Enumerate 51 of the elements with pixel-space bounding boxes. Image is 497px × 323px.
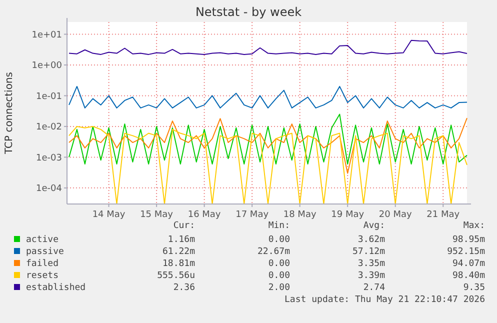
x-tick-label: 15 May [140,210,174,220]
y-tick-label: 1e+01 [32,30,62,40]
y-tick-label: 1e-02 [36,122,62,133]
legend-label: active [26,235,59,245]
x-tick-label: 21 May [426,210,460,220]
line-series [68,118,468,174]
text: 0.00 [268,259,290,269]
text: Min: [268,221,290,231]
text: 94.07m [452,259,485,269]
text: 57.12m [352,247,385,257]
y-axis-title: TCP connections [4,72,15,156]
y-tick-label: 1e-01 [36,92,62,102]
text: 2.36 [173,283,195,293]
y-tick-label: 1e+00 [32,61,62,72]
line-series [68,114,468,165]
text: 9.35 [463,283,485,293]
x-tick-label: 18 May [283,210,317,220]
legend-label: passive [26,247,64,257]
text: 0.00 [268,271,290,281]
text: Last update: Thu May 21 22:10:47 2026 [284,295,485,305]
text: 952.15m [447,247,485,257]
text: Avg: [363,221,385,231]
x-tick-label: 20 May [378,210,412,220]
text: Cur: [173,221,195,231]
legend-label: failed [26,259,59,269]
x-tick-label: 14 May [92,210,126,220]
line-series [68,86,468,108]
x-tick-label: 16 May [188,210,222,220]
line-series [68,126,468,204]
text: 3.35m [358,259,385,269]
legend-label: resets [26,271,59,281]
legend-label: established [26,283,86,293]
text: Max: [463,221,485,231]
text: 3.62m [358,235,385,245]
text: 61.22m [162,247,195,257]
y-tick-label: 1e-03 [36,153,62,164]
line-series [68,40,468,55]
y-tick-label: 1e-04 [36,184,62,194]
x-tick-label: 17 May [236,210,270,220]
text: 98.95m [452,235,485,245]
chart-title: Netstat - by week [195,5,302,19]
text: 1.16m [168,235,195,245]
text: 555.56u [157,271,195,281]
text: 22.67m [257,247,290,257]
text: 2.00 [268,283,290,293]
text: 98.40m [452,271,485,281]
text: 2.74 [363,283,385,293]
text: 0.00 [268,235,290,245]
text: 3.39m [358,271,385,281]
text: 18.81m [162,259,195,269]
x-tick-label: 19 May [331,210,365,220]
